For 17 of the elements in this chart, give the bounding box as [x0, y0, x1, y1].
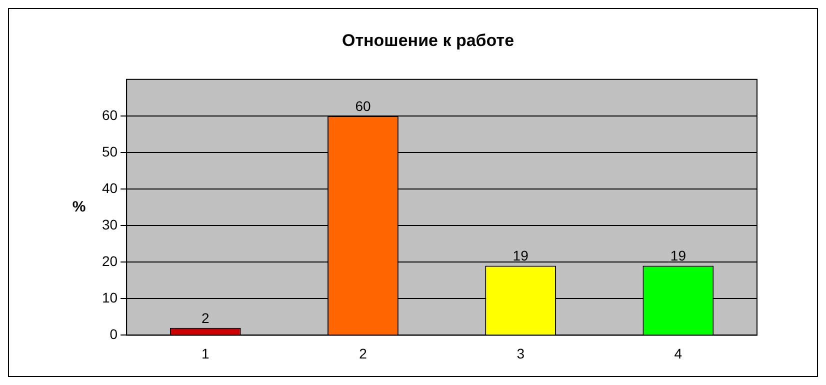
x-tick-label: 3 [516, 345, 525, 362]
x-tick-label: 4 [674, 345, 682, 362]
y-tick-label: 20 [102, 252, 118, 269]
data-label: 19 [670, 248, 686, 264]
y-tick-label: 60 [102, 106, 118, 123]
data-label: 60 [355, 98, 371, 114]
x-tick-label: 1 [201, 345, 210, 362]
data-label: 2 [201, 310, 210, 326]
y-tick-label: 40 [102, 180, 118, 196]
data-label: 19 [512, 248, 529, 264]
chart-title: Отношение к работе [342, 30, 514, 50]
x-tick-label: 2 [359, 345, 368, 362]
y-axis-title: % [72, 198, 86, 216]
y-tick-label: 10 [102, 290, 118, 306]
y-tick-label: 50 [102, 143, 118, 160]
y-tick-label: 30 [102, 216, 118, 232]
y-tick-label: 0 [110, 326, 118, 342]
